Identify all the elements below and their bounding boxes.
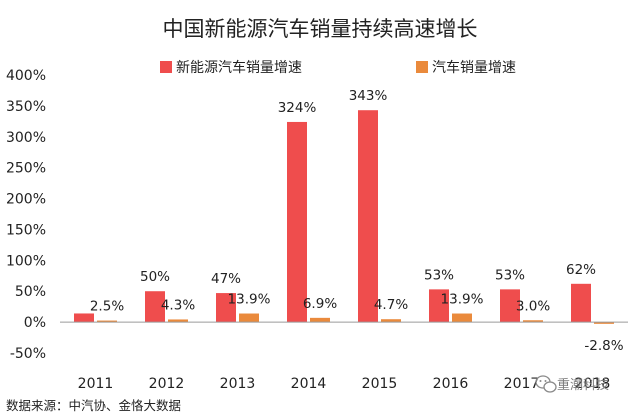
watermark-text: 重潮科技 <box>557 377 609 393</box>
legend-swatch-auto <box>416 61 428 73</box>
y-axis: -50% 0% 50% 100% 150% 200% 250% 300% 350% 400% <box>6 68 46 362</box>
bar-auto-2018 <box>594 322 614 324</box>
x-tick-label: 2017 <box>504 376 540 392</box>
data-label-ev-2012: 50% <box>140 269 170 285</box>
data-label-auto-2016: 13.9% <box>441 292 484 308</box>
data-label-auto-2011: 2.5% <box>90 299 124 315</box>
data-label-auto-2017: 3.0% <box>516 298 550 314</box>
bar-ev-2012 <box>145 291 165 323</box>
bar-auto-2015 <box>381 319 401 323</box>
data-label-auto-2012: 4.3% <box>161 297 195 313</box>
data-labels: 50% 47% 324% 343% 53% 53% 62% 2.5% 4.3% 13.9% 6.9%… <box>90 88 624 354</box>
y-tick-label: 50% <box>15 284 46 300</box>
data-label-ev-2018: 62% <box>566 262 596 278</box>
bar-auto-2011 <box>97 320 117 323</box>
watermark: 重潮科技 <box>535 375 609 393</box>
x-tick-label: 2011 <box>78 376 114 392</box>
legend-label-auto: 汽车销量增速 <box>432 59 516 76</box>
y-tick-label: 150% <box>6 222 46 238</box>
y-tick-label: 350% <box>6 99 46 115</box>
y-tick-label: 400% <box>6 68 46 84</box>
x-axis: 2011 2012 2013 2014 2015 2016 2017 2018 <box>60 321 628 392</box>
wechat-icon <box>535 375 557 393</box>
legend-swatch-ev <box>160 61 172 73</box>
data-label-ev-2017: 53% <box>495 267 525 283</box>
data-label-auto-2018: -2.8% <box>584 338 623 354</box>
bar-auto-2012 <box>168 319 188 323</box>
bar-ev-2011 <box>74 313 94 323</box>
y-tick-label: 200% <box>6 192 46 208</box>
bar-ev-2017 <box>500 289 520 323</box>
bar-ev-2015 <box>358 110 378 323</box>
data-label-auto-2013: 13.9% <box>228 292 271 308</box>
x-tick-label: 2015 <box>362 376 398 392</box>
x-tick-label: 2013 <box>220 376 256 392</box>
data-label-ev-2016: 53% <box>424 267 454 283</box>
x-tick-label: 2012 <box>149 376 185 392</box>
data-label-auto-2015: 4.7% <box>374 297 408 313</box>
y-tick-label: 0% <box>24 315 46 331</box>
y-tick-label: -50% <box>10 346 46 362</box>
legend-label-ev: 新能源汽车销量增速 <box>176 59 302 76</box>
legend: 新能源汽车销量增速 汽车销量增速 <box>160 59 516 76</box>
x-tick-label: 2016 <box>433 376 469 392</box>
bars <box>74 110 614 324</box>
bar-ev-2013 <box>216 293 236 323</box>
bar-ev-2018 <box>571 283 591 323</box>
y-tick-label: 250% <box>6 161 46 177</box>
y-tick-label: 100% <box>6 253 46 269</box>
data-label-ev-2013: 47% <box>211 271 241 287</box>
data-label-auto-2014: 6.9% <box>303 296 337 312</box>
bar-auto-2016 <box>452 313 472 323</box>
x-tick-label: 2018 <box>575 376 611 392</box>
data-label-ev-2014: 324% <box>278 100 317 116</box>
bar-ev-2014 <box>287 121 307 323</box>
bar-ev-2016 <box>429 289 449 323</box>
data-label-ev-2015: 343% <box>349 88 388 104</box>
y-tick-label: 300% <box>6 130 46 146</box>
source-note: 数据来源：中汽协、金恪大数据 <box>6 398 181 413</box>
bar-auto-2014 <box>310 317 330 323</box>
bar-auto-2013 <box>239 313 259 323</box>
bar-auto-2017 <box>523 320 543 323</box>
chart-title: 中国新能源汽车销量持续高速增长 <box>163 17 478 41</box>
x-tick-label: 2014 <box>291 376 327 392</box>
